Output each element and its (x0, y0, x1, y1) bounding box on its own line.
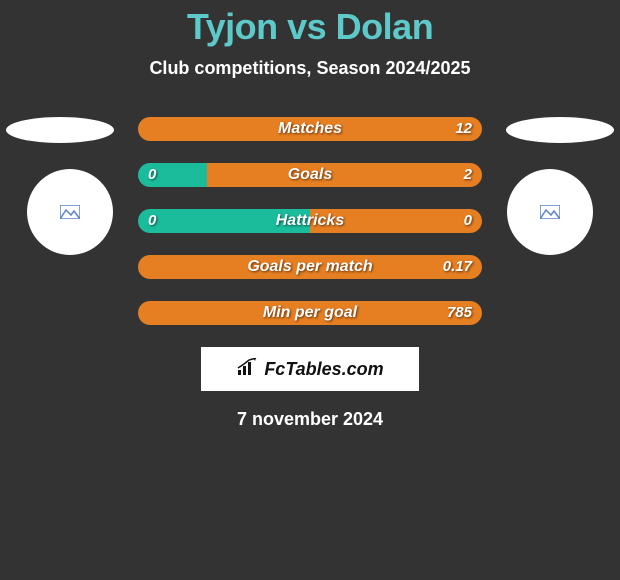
stat-bar: Min per goal785 (138, 301, 482, 325)
bar-value-left: 0 (148, 209, 156, 233)
placeholder-icon (60, 205, 80, 219)
placeholder-icon (540, 205, 560, 219)
bar-value-left: 0 (148, 163, 156, 187)
bar-label: Min per goal (138, 301, 482, 325)
bar-value-right: 12 (455, 117, 472, 141)
logo-text: FcTables.com (264, 359, 383, 380)
fctables-logo[interactable]: FcTables.com (201, 347, 419, 391)
bar-label: Goals per match (138, 255, 482, 279)
comparison-subtitle: Club competitions, Season 2024/2025 (0, 58, 620, 79)
bar-value-right: 2 (464, 163, 472, 187)
bar-value-right: 0.17 (443, 255, 472, 279)
bar-value-right: 0 (464, 209, 472, 233)
player-right-oval (506, 117, 614, 143)
bar-label: Hattricks (138, 209, 482, 233)
player-left-oval (6, 117, 114, 143)
stat-bar: Goals0 2 (138, 163, 482, 187)
comparison-content: Matches12Goals02Hattricks00Goals per mat… (0, 117, 620, 430)
chart-icon (236, 358, 260, 381)
bar-label: Goals (138, 163, 482, 187)
stat-bars: Matches12Goals02Hattricks00Goals per mat… (138, 117, 482, 325)
bar-value-right: 785 (447, 301, 472, 325)
comparison-date: 7 november 2024 (0, 409, 620, 430)
stat-bar: Matches12 (138, 117, 482, 141)
bar-label: Matches (138, 117, 482, 141)
stat-bar: Hattricks0 0 (138, 209, 482, 233)
player-right-avatar (507, 169, 593, 255)
player-left-avatar (27, 169, 113, 255)
stat-bar: Goals per match0.17 (138, 255, 482, 279)
comparison-title: Tyjon vs Dolan (0, 0, 620, 48)
